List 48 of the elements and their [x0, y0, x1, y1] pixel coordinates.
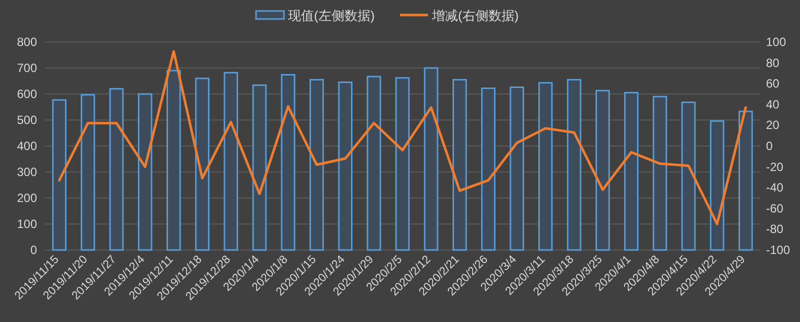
- y2-tick-label: 100: [766, 35, 786, 49]
- y-tick-label: 300: [16, 165, 38, 179]
- bar: [52, 99, 66, 251]
- y-tick-label: 500: [16, 113, 38, 127]
- y-tick-label: 400: [16, 139, 38, 153]
- bar: [80, 94, 96, 251]
- bar: [681, 102, 696, 251]
- bar: [224, 72, 238, 251]
- bar: [481, 88, 496, 251]
- bar: [138, 93, 152, 251]
- y2-tick-label: 0: [766, 139, 773, 153]
- bar: [452, 78, 467, 251]
- y2-tick-label: 20: [766, 118, 780, 132]
- bar: [310, 78, 324, 251]
- legend-label: 现值(左侧数据): [288, 8, 375, 23]
- y-tick-label: 800: [16, 35, 38, 49]
- legend-label: 增减(右侧数据): [431, 8, 519, 23]
- bar: [195, 78, 210, 251]
- bar: [424, 67, 438, 251]
- bar: [624, 92, 638, 251]
- y2-tick-label: 80: [766, 56, 780, 70]
- bar: [566, 78, 582, 251]
- bar: [510, 86, 524, 251]
- y-tick-label: 600: [16, 87, 38, 101]
- bar: [738, 110, 753, 251]
- y2-tick-label: 40: [766, 97, 780, 112]
- y-tick-label: 100: [16, 217, 38, 231]
- bar: [252, 84, 267, 251]
- y2-tick-label: -100: [766, 243, 790, 257]
- bar: [366, 76, 382, 251]
- y2-tick-label: -80: [766, 222, 784, 236]
- bar: [652, 96, 668, 251]
- bar: [109, 88, 124, 251]
- bar: [538, 82, 553, 251]
- y2-tick-label: -60: [766, 201, 784, 216]
- bar: [395, 77, 410, 251]
- bar: [710, 120, 724, 251]
- bar: [280, 74, 296, 251]
- y2-tick-label: -40: [766, 180, 784, 195]
- bar: [596, 90, 610, 251]
- bar: [166, 70, 181, 251]
- y2-tick-label: -20: [766, 160, 784, 174]
- y2-tick-label: 60: [766, 76, 780, 91]
- y-tick-label: 200: [16, 191, 38, 205]
- y-tick-label: 0: [30, 243, 38, 257]
- y-tick-label: 700: [16, 61, 38, 75]
- bar: [338, 82, 352, 251]
- line-series: [58, 50, 747, 226]
